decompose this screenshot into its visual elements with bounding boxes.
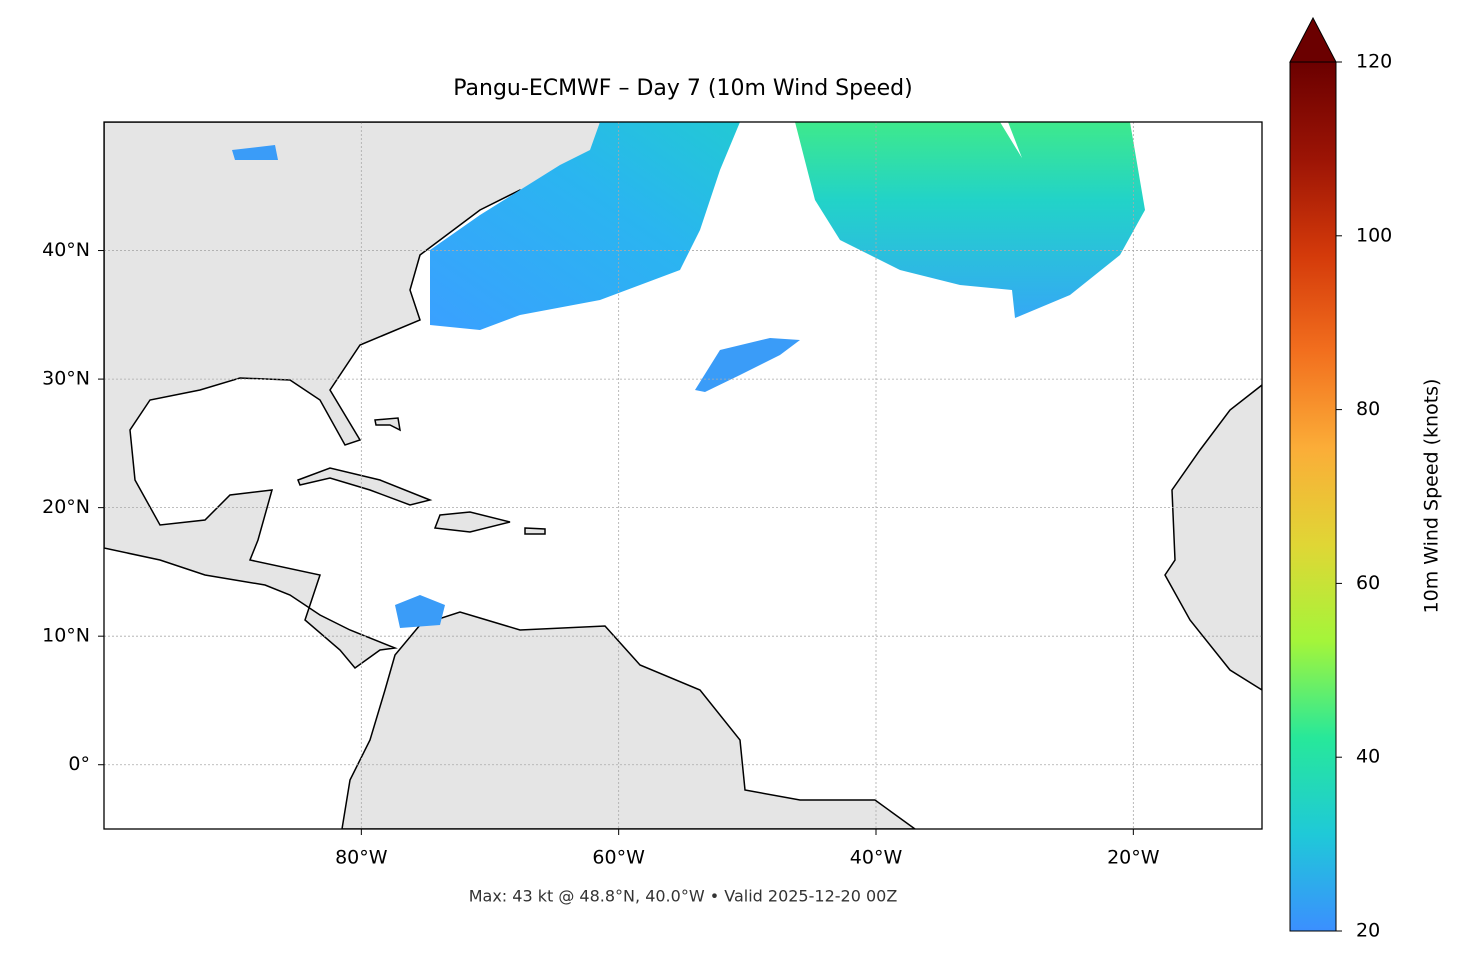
colorbar-tick-label: 100 <box>1356 224 1392 246</box>
puerto-rico <box>524 527 546 535</box>
colorbar-tick-label: 120 <box>1356 51 1392 73</box>
y-tick-label: 20°N <box>42 496 90 518</box>
north-central-america <box>104 122 616 670</box>
map-frame <box>103 121 1263 830</box>
map-area <box>104 122 1262 829</box>
colorbar-tick-label: 40 <box>1356 746 1380 768</box>
x-tick-label: 60°W <box>592 847 645 869</box>
wind-field <box>232 145 278 160</box>
colorbar-tick-label: 20 <box>1356 920 1380 942</box>
south-america <box>341 611 917 829</box>
wind-field <box>395 595 445 628</box>
x-tick-label: 80°W <box>335 847 388 869</box>
wind-field <box>430 122 740 330</box>
wind-field <box>695 338 800 392</box>
colorbar-tick-label: 80 <box>1356 398 1380 420</box>
cuba <box>297 467 433 506</box>
colorbar <box>1289 61 1337 932</box>
y-tick-label: 30°N <box>42 368 90 390</box>
map-title: Pangu-ECMWF – Day 7 (10m Wind Speed) <box>453 76 912 101</box>
colorbar-label: 10m Wind Speed (knots) <box>1421 379 1443 614</box>
y-tick-label: 10°N <box>42 625 90 647</box>
y-tick-label: 0° <box>68 753 90 775</box>
bahamas <box>374 417 401 432</box>
footer-note: Max: 43 kt @ 48.8°N, 40.0°W • Valid 2025… <box>469 887 898 906</box>
colorbar-tick-label: 60 <box>1356 572 1380 594</box>
graticule <box>104 122 1262 829</box>
africa <box>1164 384 1262 691</box>
x-tick-label: 20°W <box>1107 847 1160 869</box>
hispaniola <box>433 511 511 533</box>
wind-field <box>795 122 1145 318</box>
y-tick-label: 40°N <box>42 239 90 261</box>
colorbar-extend <box>1289 16 1337 63</box>
x-tick-label: 40°W <box>850 847 903 869</box>
